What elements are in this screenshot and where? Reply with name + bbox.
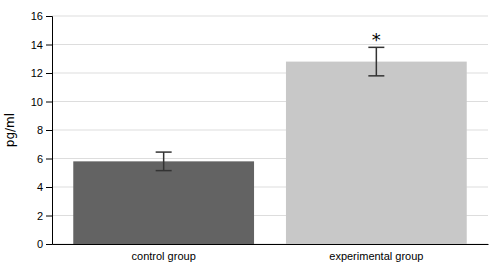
y-tick-mark [46, 159, 52, 160]
y-tick: 0 [37, 238, 52, 250]
y-tick-mark [46, 244, 52, 245]
error-bar [368, 47, 384, 76]
y-tick: 14 [31, 39, 52, 51]
x-tick: control group [132, 244, 196, 262]
y-tick-mark [46, 216, 52, 217]
y-tick: 2 [37, 210, 52, 222]
error-bar-cap [156, 151, 172, 153]
y-tick-mark [46, 45, 52, 46]
annotation: * [372, 29, 381, 50]
bar [286, 62, 467, 244]
y-tick-mark [46, 130, 52, 131]
y-tick: 10 [31, 96, 52, 108]
y-tick-mark [46, 73, 52, 74]
y-tick-label: 16 [31, 10, 43, 22]
y-tick-label: 6 [37, 153, 43, 165]
plot: 0 2 4 6 8 10 12 14 16 control group experimental g… [3, 10, 489, 262]
grid [52, 16, 488, 244]
y-tick-mark [46, 102, 52, 103]
y-tick-label: 2 [37, 210, 43, 222]
y-axis-title: pg/ml [3, 113, 17, 147]
y-tick-label: 14 [31, 39, 43, 51]
grid-line [52, 44, 488, 45]
y-tick-label: 12 [31, 67, 43, 79]
error-bar-cap [156, 170, 172, 172]
x-tick: experimental group [329, 244, 423, 262]
y-tick: 4 [37, 181, 52, 193]
x-axis: control group experimental group [53, 244, 489, 262]
error-bar [156, 152, 172, 171]
y-axis: 0 2 4 6 8 10 12 14 16 [31, 10, 53, 250]
y-tick-label: 4 [37, 181, 43, 193]
y-tick-label: 0 [37, 238, 43, 250]
y-tick-mark [46, 187, 52, 188]
x-tick-label: control group [132, 250, 196, 262]
y-tick-mark [46, 16, 52, 17]
y-tick-label: 8 [37, 124, 43, 136]
y-tick-label: 10 [31, 96, 43, 108]
y-tick: 6 [37, 153, 52, 165]
bar [73, 161, 254, 244]
y-axis-line [46, 17, 53, 245]
grid-line [52, 16, 488, 17]
y-tick: 8 [37, 124, 52, 136]
error-bar-cap [368, 75, 384, 77]
marks [73, 47, 466, 244]
x-axis-line [53, 244, 489, 245]
y-tick: 16 [31, 10, 52, 22]
error-bar-stem [376, 47, 378, 76]
chart: 0 2 4 6 8 10 12 14 16 control group experimental g… [0, 0, 500, 274]
error-bar-stem [163, 152, 165, 171]
y-tick: 12 [31, 67, 52, 79]
x-tick-label: experimental group [329, 250, 423, 262]
